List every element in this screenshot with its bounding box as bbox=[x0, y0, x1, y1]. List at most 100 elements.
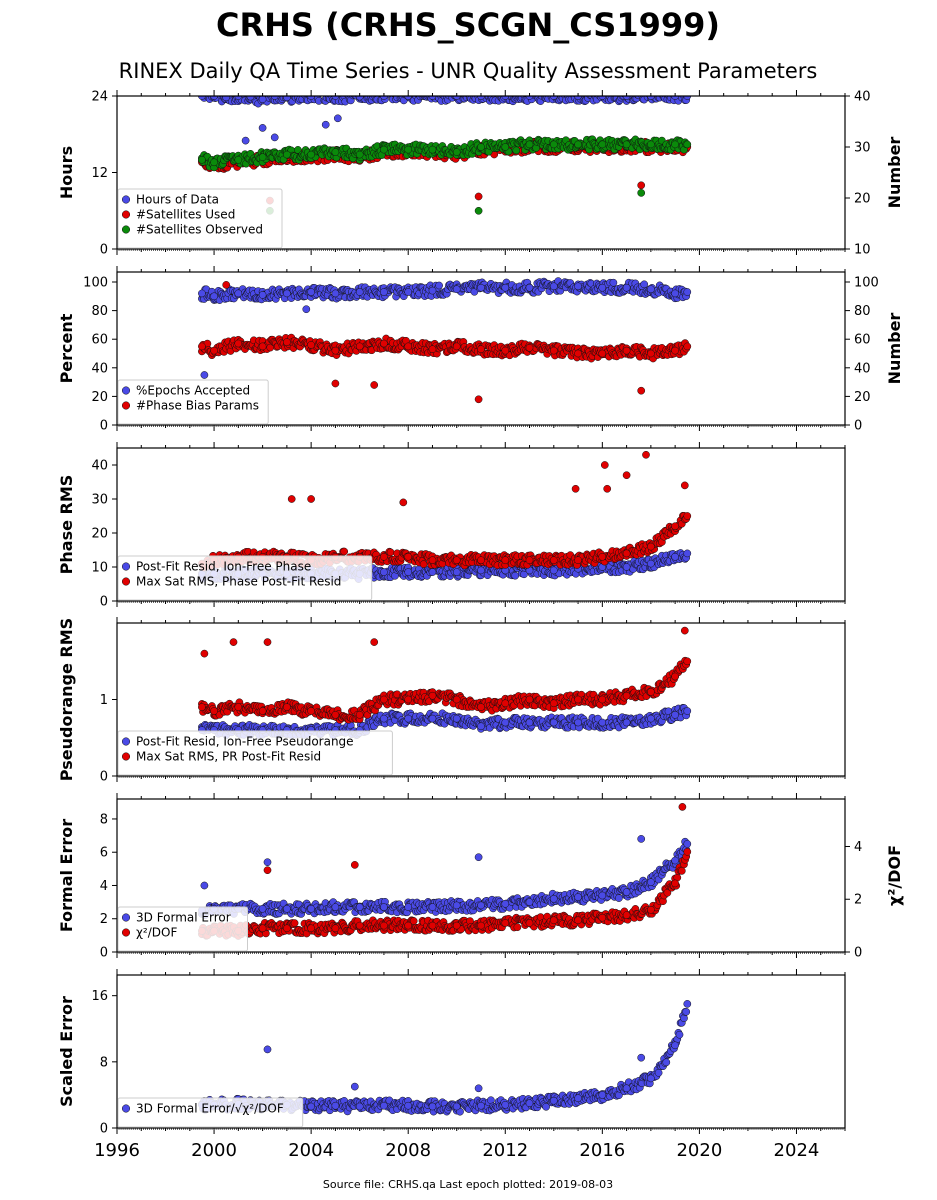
data-point bbox=[648, 96, 651, 97]
data-point bbox=[222, 281, 231, 289]
data-point bbox=[307, 495, 315, 503]
data-point bbox=[574, 140, 582, 149]
y-tick-label: 12 bbox=[91, 166, 108, 181]
data-point bbox=[470, 96, 474, 97]
data-point bbox=[637, 386, 646, 395]
data-point bbox=[307, 341, 315, 349]
data-point bbox=[331, 379, 340, 388]
data-point bbox=[482, 96, 487, 97]
data-point bbox=[549, 140, 558, 149]
data-point bbox=[647, 285, 655, 294]
data-point bbox=[428, 556, 437, 565]
data-point bbox=[637, 189, 646, 197]
data-point bbox=[287, 495, 296, 503]
data-point bbox=[622, 563, 631, 571]
data-point bbox=[657, 88, 664, 95]
data-point bbox=[244, 88, 251, 95]
data-point bbox=[269, 96, 274, 97]
data-points bbox=[198, 626, 692, 740]
data-point bbox=[404, 288, 413, 296]
data-point bbox=[258, 291, 267, 299]
y-axis-label: Phase RMS bbox=[57, 475, 76, 575]
y-tick-label: 40 bbox=[91, 459, 108, 474]
data-point bbox=[501, 346, 510, 355]
data-point bbox=[428, 568, 437, 576]
data-point bbox=[333, 88, 340, 95]
data-point bbox=[373, 96, 377, 97]
data-point bbox=[428, 345, 437, 354]
data-point bbox=[299, 96, 303, 97]
data-point bbox=[519, 88, 526, 95]
data-point bbox=[609, 87, 616, 94]
data-point bbox=[234, 155, 243, 164]
data-point bbox=[574, 349, 582, 358]
data-point bbox=[380, 339, 388, 348]
data-point bbox=[258, 153, 267, 162]
legend: %Epochs Accepted#Phase Bias Params bbox=[117, 379, 269, 425]
legend-marker bbox=[121, 225, 131, 234]
data-point bbox=[312, 87, 319, 94]
data-point bbox=[216, 96, 221, 97]
data-point bbox=[598, 552, 607, 561]
data-point bbox=[683, 140, 692, 149]
data-point bbox=[258, 124, 267, 132]
data-point bbox=[198, 342, 206, 351]
data-point bbox=[198, 155, 206, 164]
data-point bbox=[380, 552, 388, 561]
data-point bbox=[512, 146, 521, 155]
data-point bbox=[437, 96, 439, 97]
data-point bbox=[622, 346, 631, 355]
data-point bbox=[501, 556, 510, 565]
data-point bbox=[229, 88, 236, 95]
data-point bbox=[496, 87, 503, 94]
data-point bbox=[331, 148, 340, 156]
data-point bbox=[622, 549, 631, 558]
y-tick-label: 0 bbox=[100, 243, 108, 258]
data-point bbox=[477, 566, 485, 575]
data-point bbox=[683, 342, 692, 351]
data-point bbox=[477, 143, 485, 151]
data-point bbox=[659, 87, 666, 94]
legend-entry: Post-Fit Resid, Ion-Free Phase bbox=[136, 560, 311, 574]
data-point bbox=[622, 283, 631, 292]
data-point bbox=[549, 556, 558, 565]
data-point bbox=[477, 556, 485, 565]
data-point bbox=[386, 548, 395, 557]
data-point bbox=[459, 96, 463, 97]
data-point bbox=[302, 88, 309, 95]
data-point bbox=[671, 522, 679, 531]
y-tick-label: 20 bbox=[91, 527, 108, 542]
data-point bbox=[380, 145, 388, 154]
data-point bbox=[283, 338, 291, 346]
data-point bbox=[525, 88, 532, 95]
data-point bbox=[683, 549, 692, 558]
data-point bbox=[440, 87, 447, 94]
y-axis-label: Hours bbox=[57, 146, 76, 199]
data-point bbox=[600, 461, 609, 469]
data-point bbox=[210, 346, 218, 355]
data-point bbox=[574, 556, 582, 565]
y-right-tick-label: 20 bbox=[854, 390, 871, 405]
data-point bbox=[603, 484, 612, 493]
data-point bbox=[404, 342, 413, 351]
data-point bbox=[408, 88, 415, 95]
data-point bbox=[598, 283, 607, 292]
data-point bbox=[202, 88, 209, 95]
data-point bbox=[525, 140, 534, 149]
data-point bbox=[380, 568, 388, 576]
data-point bbox=[448, 87, 455, 94]
y-right-tick-label: 0 bbox=[854, 419, 862, 434]
y-tick-label: 20 bbox=[91, 390, 108, 405]
data-point bbox=[258, 96, 267, 104]
data-point bbox=[643, 88, 650, 95]
y-axis-label-right: Number bbox=[885, 137, 904, 209]
data-point bbox=[642, 450, 650, 459]
data-point bbox=[294, 146, 302, 154]
y-right-tick-label: 60 bbox=[854, 333, 871, 348]
data-point bbox=[419, 560, 428, 569]
y-tick-label: 40 bbox=[91, 361, 108, 376]
data-point bbox=[527, 88, 534, 95]
data-point bbox=[307, 150, 315, 159]
y-right-tick-label: 40 bbox=[854, 90, 871, 105]
